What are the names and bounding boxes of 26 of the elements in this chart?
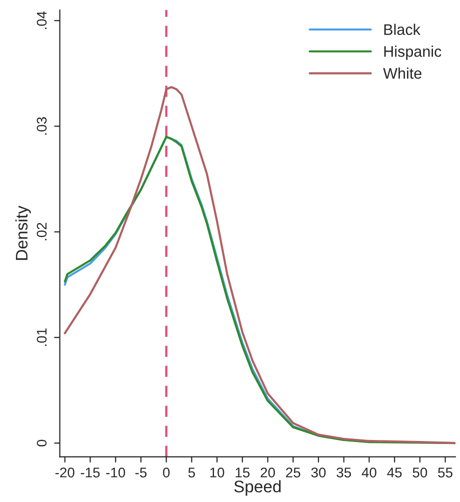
x-tick-label: 15 (236, 468, 250, 478)
y-tick-label: .01 (36, 328, 47, 346)
x-tick-label: -20 (55, 468, 74, 478)
x-tick-label: 10 (210, 468, 224, 478)
x-axis-title: Speed (234, 480, 281, 496)
x-tick-label: -10 (106, 468, 126, 478)
y-axis-title: Density (15, 206, 31, 260)
legend-label: Black (384, 24, 420, 36)
y-tick-label: .02 (36, 222, 47, 240)
x-tick-label: 45 (387, 468, 402, 478)
x-tick-label: 50 (412, 468, 428, 478)
x-tick-label: 20 (260, 468, 275, 478)
x-tick-label: -5 (135, 468, 147, 478)
y-tick-label: 0 (36, 440, 47, 446)
x-tick-label: -15 (80, 468, 100, 478)
x-tick-label: 25 (286, 468, 300, 478)
x-tick-label: 0 (162, 468, 170, 478)
x-tick-label: 55 (438, 468, 452, 478)
x-tick-label: 35 (336, 468, 351, 478)
y-tick-label: .03 (36, 117, 47, 135)
x-tick-label: 5 (188, 468, 195, 478)
x-tick-label: 40 (362, 468, 376, 478)
legend-label: Hispanic (384, 46, 442, 60)
x-tick-label: 30 (311, 468, 326, 478)
y-tick-label: .04 (36, 11, 47, 29)
legend-label: White (383, 68, 422, 79)
